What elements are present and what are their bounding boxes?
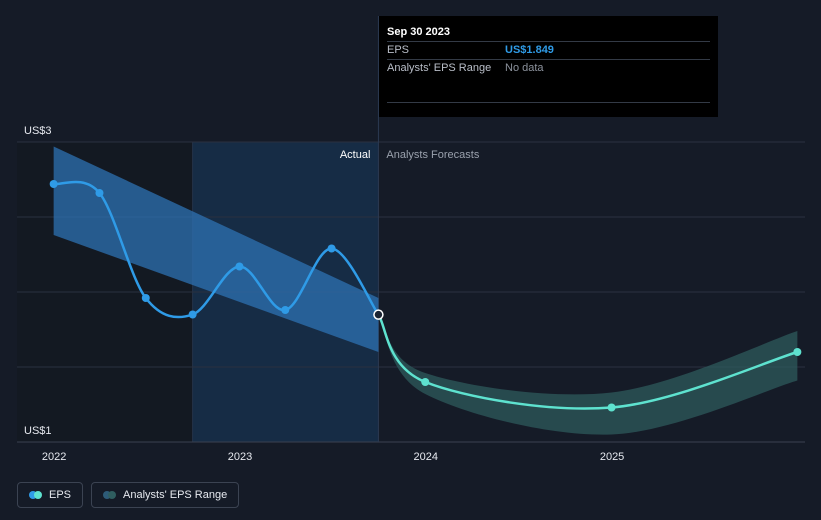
forecast-point xyxy=(793,348,802,356)
tooltip-eps-value: US$1.849 xyxy=(505,44,554,56)
legend-eps-label: EPS xyxy=(49,489,72,501)
eps-point xyxy=(188,310,197,319)
forecast-label: Analysts Forecasts xyxy=(386,149,479,161)
eps-point xyxy=(49,180,58,188)
legend-eps-button[interactable]: EPS xyxy=(17,482,84,508)
forecast-line xyxy=(377,313,798,410)
y-tick-label-bottom: US$1 xyxy=(24,425,52,437)
x-tick-label: 2022 xyxy=(42,451,66,463)
eps-point xyxy=(141,294,150,302)
tooltip-row-eps: EPS US$1.849 xyxy=(387,41,710,59)
y-tick-label-top: US$3 xyxy=(24,125,52,137)
legend: EPS Analysts' EPS Range xyxy=(17,482,240,508)
tooltip-date: Sep 30 2023 xyxy=(387,26,450,38)
forecast-point xyxy=(607,403,616,412)
eps-point xyxy=(95,189,104,197)
x-tick-label: 2023 xyxy=(228,451,252,463)
tooltip-eps-label: EPS xyxy=(387,44,410,56)
tooltip-divider xyxy=(387,102,710,103)
x-tick-label: 2025 xyxy=(600,451,624,463)
eps-swatch-icon xyxy=(29,491,43,499)
tooltip-range-value: No data xyxy=(505,62,544,74)
actual-label: Actual xyxy=(340,149,371,161)
eps-point xyxy=(327,244,336,253)
tooltip-row-range: Analysts' EPS Range No data xyxy=(387,59,710,77)
x-tick-label: 2024 xyxy=(414,451,438,463)
forecast-point xyxy=(421,378,430,386)
legend-range-button[interactable]: Analysts' EPS Range xyxy=(91,482,240,508)
tooltip-range-label: Analysts' EPS Range xyxy=(387,62,492,74)
hover-point xyxy=(373,309,384,320)
range-swatch-icon xyxy=(103,491,117,499)
eps-point xyxy=(281,306,290,314)
tooltip: Sep 30 2023 EPS US$1.849 Analysts' EPS R… xyxy=(379,16,718,117)
eps-point xyxy=(235,262,244,271)
legend-range-label: Analysts' EPS Range xyxy=(123,489,228,501)
forecast-range-band xyxy=(378,314,798,435)
